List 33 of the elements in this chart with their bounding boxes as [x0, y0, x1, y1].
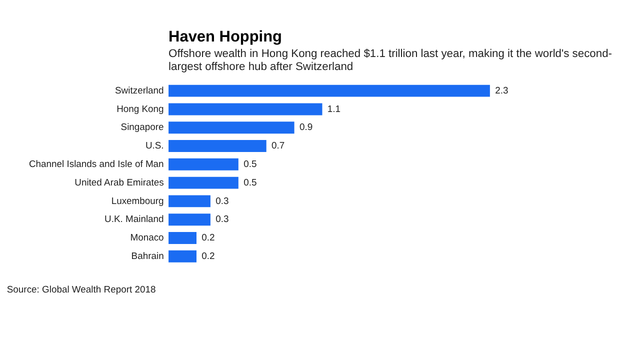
data-label: 0.3 [216, 196, 229, 207]
bar [168, 195, 210, 208]
bar [168, 176, 238, 189]
bar [168, 140, 266, 152]
y-tick-label: United Arab Emirates [74, 177, 164, 188]
bar [168, 232, 196, 244]
chart-title: Haven Hopping [168, 28, 282, 46]
y-tick-label: U.K. Mainland [104, 214, 164, 226]
y-tick-label: Channel Islands and Isle of Man [28, 158, 164, 170]
y-tick-label: U.S. [145, 140, 164, 152]
bar [168, 214, 210, 226]
y-tick-label: Bahrain [131, 250, 164, 262]
y-tick-label: Luxembourg [111, 196, 164, 207]
source-note: Source: Global Wealth Report 2018 [6, 284, 156, 296]
data-label: 1.1 [327, 104, 341, 115]
data-label: 0.5 [244, 177, 257, 188]
bar [168, 158, 238, 170]
data-label: 0.2 [202, 250, 215, 262]
y-tick-label: Hong Kong [116, 104, 164, 115]
y-tick-label: Singapore [120, 122, 164, 134]
data-label: 0.3 [216, 214, 229, 226]
bar [168, 250, 196, 262]
data-label: 0.9 [299, 122, 313, 134]
bar [168, 84, 490, 97]
data-label: 0.7 [272, 140, 285, 152]
bar [168, 103, 322, 116]
data-label: 0.5 [244, 158, 257, 170]
y-tick-label: Monaco [130, 232, 164, 244]
bar [168, 122, 294, 134]
data-label: 0.2 [202, 232, 215, 244]
data-label: 2.3 [495, 85, 508, 96]
y-tick-label: Switzerland [115, 85, 164, 96]
chart-subtitle: Offshore wealth in Hong Kong reached $1.1 trillion last year, making it the world's second-largest offshore hub after Switzerland [168, 48, 612, 73]
